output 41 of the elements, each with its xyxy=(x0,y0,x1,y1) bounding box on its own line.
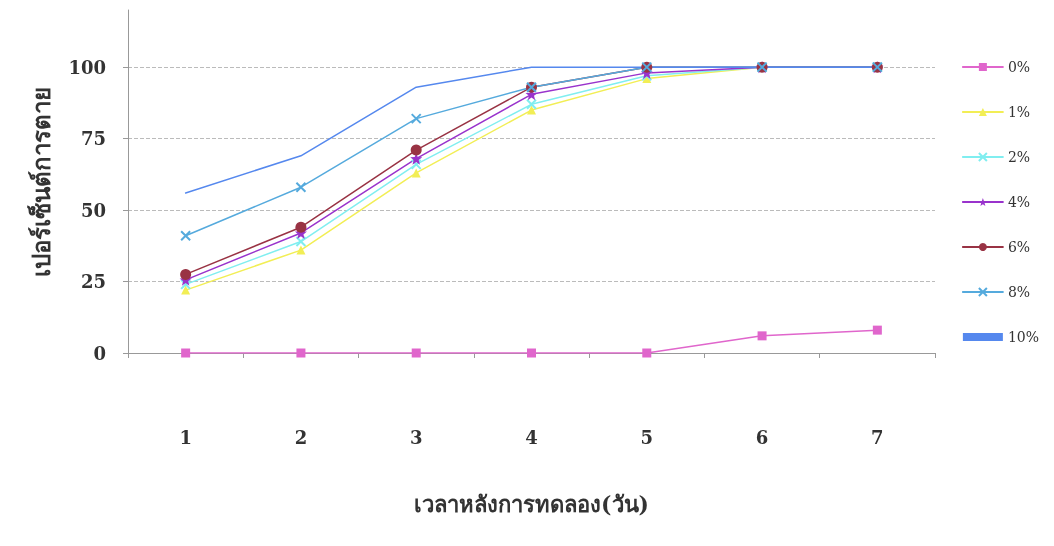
y-tick-label: 25 xyxy=(80,271,106,293)
point xyxy=(181,285,191,295)
y-tick-label: 100 xyxy=(68,56,106,78)
point xyxy=(410,158,422,170)
point xyxy=(410,144,422,156)
point xyxy=(295,221,307,233)
point xyxy=(411,348,421,358)
legend-label: 4% xyxy=(1007,194,1031,210)
legend-label: 6% xyxy=(1007,239,1031,255)
point xyxy=(180,278,192,290)
legend-label: 1% xyxy=(1007,104,1031,120)
point xyxy=(527,105,536,115)
x-tick-label: 7 xyxy=(871,426,884,448)
point xyxy=(526,98,537,110)
y-axis-title: เปอร์เซ็นต์การตาย xyxy=(26,86,56,277)
x-tick-label: 6 xyxy=(755,426,769,448)
legend-label: 8% xyxy=(1007,284,1031,300)
x-tick-label: 1 xyxy=(179,426,192,448)
x-tick-label: 2 xyxy=(294,426,308,448)
y-tick-label: 50 xyxy=(80,199,106,221)
x-axis-title: เวลาหลังการทดลอง(วัน) xyxy=(414,491,649,517)
point xyxy=(872,325,882,335)
x-tick-label: 3 xyxy=(409,426,423,448)
point xyxy=(410,113,422,125)
x-tick-label: 5 xyxy=(640,426,654,448)
legend-label: 10% xyxy=(1007,329,1040,345)
point xyxy=(295,181,307,193)
point xyxy=(527,348,536,358)
point xyxy=(296,348,306,358)
legend-label: 0% xyxy=(1007,59,1031,75)
legend-label: 2% xyxy=(1007,149,1031,165)
x-tick-label: 4 xyxy=(525,426,538,448)
point xyxy=(295,236,307,248)
point xyxy=(757,331,767,341)
y-tick-label: 75 xyxy=(80,128,106,150)
point xyxy=(181,348,191,358)
y-tick-label: 0 xyxy=(93,342,106,364)
point xyxy=(642,348,652,358)
point xyxy=(180,268,192,280)
point xyxy=(180,230,192,242)
point xyxy=(296,245,306,255)
